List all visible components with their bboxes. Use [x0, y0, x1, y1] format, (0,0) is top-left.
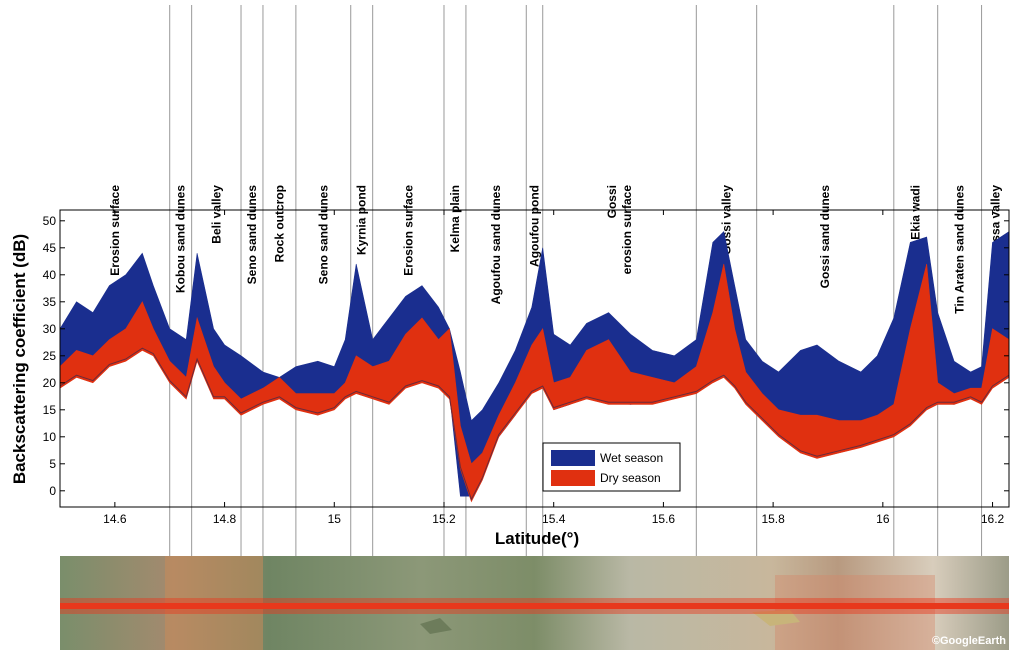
y-tick-label: 45: [43, 241, 57, 255]
x-tick-label: 14.8: [213, 512, 237, 526]
region-label: Kyrnia pond: [355, 185, 369, 255]
region-label: Kelma plain: [448, 185, 462, 252]
region-label-text: Kyrnia pond: [355, 185, 369, 255]
region-label: Erosion surface: [108, 185, 122, 276]
region-label: Agoufou pond: [528, 185, 542, 267]
x-tick-label: 15: [328, 512, 342, 526]
region-label: Tin Araten sand dunes: [953, 185, 967, 314]
region-labels: Erosion surface Kobou sand dunes Beli vall…: [108, 185, 1002, 314]
region-label-text: Seno sand dunes: [245, 185, 259, 285]
y-axis-title: Backscattering coefficient (dB): [10, 234, 29, 484]
region-label: Seno sand dunes: [316, 185, 330, 285]
legend: Wet season Dry season: [542, 442, 681, 492]
satellite-pond: [752, 610, 800, 626]
region-label: Ekia wadi: [909, 185, 923, 240]
x-tick-label: 15.8: [761, 512, 785, 526]
satellite-pond-2: [420, 618, 452, 634]
legend-label-wet: Wet season: [600, 451, 663, 465]
y-tick-label: 35: [43, 295, 57, 309]
region-label: Rock outcrop: [272, 185, 286, 262]
y-tick-label: 10: [43, 430, 57, 444]
x-axis-title: Latitude(°): [495, 529, 579, 548]
y-tick-label: 40: [43, 268, 57, 282]
legend-label-dry: Dry season: [600, 471, 661, 485]
y-axis: 0 5 10 15 20 25 30 35 40 45 50: [43, 214, 1009, 498]
region-label-text: Ekia wadi: [909, 185, 923, 240]
region-label: Erosion surface: [401, 185, 415, 276]
y-tick-label: 5: [49, 457, 56, 471]
x-tick-label: 14.6: [103, 512, 127, 526]
region-label-text: Rock outcrop: [272, 185, 286, 262]
y-tick-label: 25: [43, 349, 57, 363]
y-tick-label: 0: [49, 484, 56, 498]
region-label-text: erosion surface: [620, 185, 634, 275]
y-tick-label: 50: [43, 214, 57, 228]
x-axis: 14.6 14.8 15 15.2 15.4 15.6 15.8 16 16.2: [103, 210, 1005, 526]
series-layer: [60, 230, 1009, 503]
satellite-patch-gossi-dunes: [775, 575, 935, 650]
region-label-text: Beli valley: [209, 185, 223, 244]
x-tick-label: 15.4: [542, 512, 566, 526]
y-tick-label: 20: [43, 376, 57, 390]
series-band-dry: [60, 263, 1009, 503]
region-label-text: Erosion surface: [401, 185, 415, 276]
region-label-text: Tin Araten sand dunes: [953, 185, 967, 314]
region-label-text: Agoufou sand dunes: [489, 185, 503, 305]
satellite-credit: ©GoogleEarth: [932, 635, 1006, 647]
series-mean-line: [60, 347, 1009, 501]
region-label-text: Gossi sand dunes: [818, 185, 832, 289]
region-label: Kobou sand dunes: [174, 185, 188, 293]
x-tick-label: 16: [876, 512, 890, 526]
region-label-text: Erosion surface: [108, 185, 122, 276]
x-tick-label: 16.2: [981, 512, 1005, 526]
region-label-text: Agoufou pond: [528, 185, 542, 267]
satellite-image-strip: ©GoogleEarth: [60, 556, 1009, 650]
region-label-text: Gossi: [605, 185, 619, 218]
region-boundaries: [169, 5, 983, 650]
y-tick-label: 15: [43, 403, 57, 417]
y-tick-label: 30: [43, 322, 57, 336]
x-tick-label: 15.6: [652, 512, 676, 526]
satellite-track-line: [60, 603, 1009, 609]
region-label: Agoufou sand dunes: [489, 185, 503, 305]
legend-swatch-wet: [551, 450, 595, 466]
region-label: Seno sand dunes: [245, 185, 259, 285]
region-label: Gossi sand dunes: [818, 185, 832, 289]
legend-swatch-dry: [551, 470, 595, 486]
region-label: Beli valley: [209, 185, 223, 244]
plot-frame: [59, 209, 1010, 508]
region-label: Gossi erosion surface: [605, 185, 634, 275]
region-label-text: Kobou sand dunes: [174, 185, 188, 293]
region-label-text: Seno sand dunes: [316, 185, 330, 285]
x-tick-label: 15.2: [432, 512, 456, 526]
region-label-text: Kelma plain: [448, 185, 462, 252]
